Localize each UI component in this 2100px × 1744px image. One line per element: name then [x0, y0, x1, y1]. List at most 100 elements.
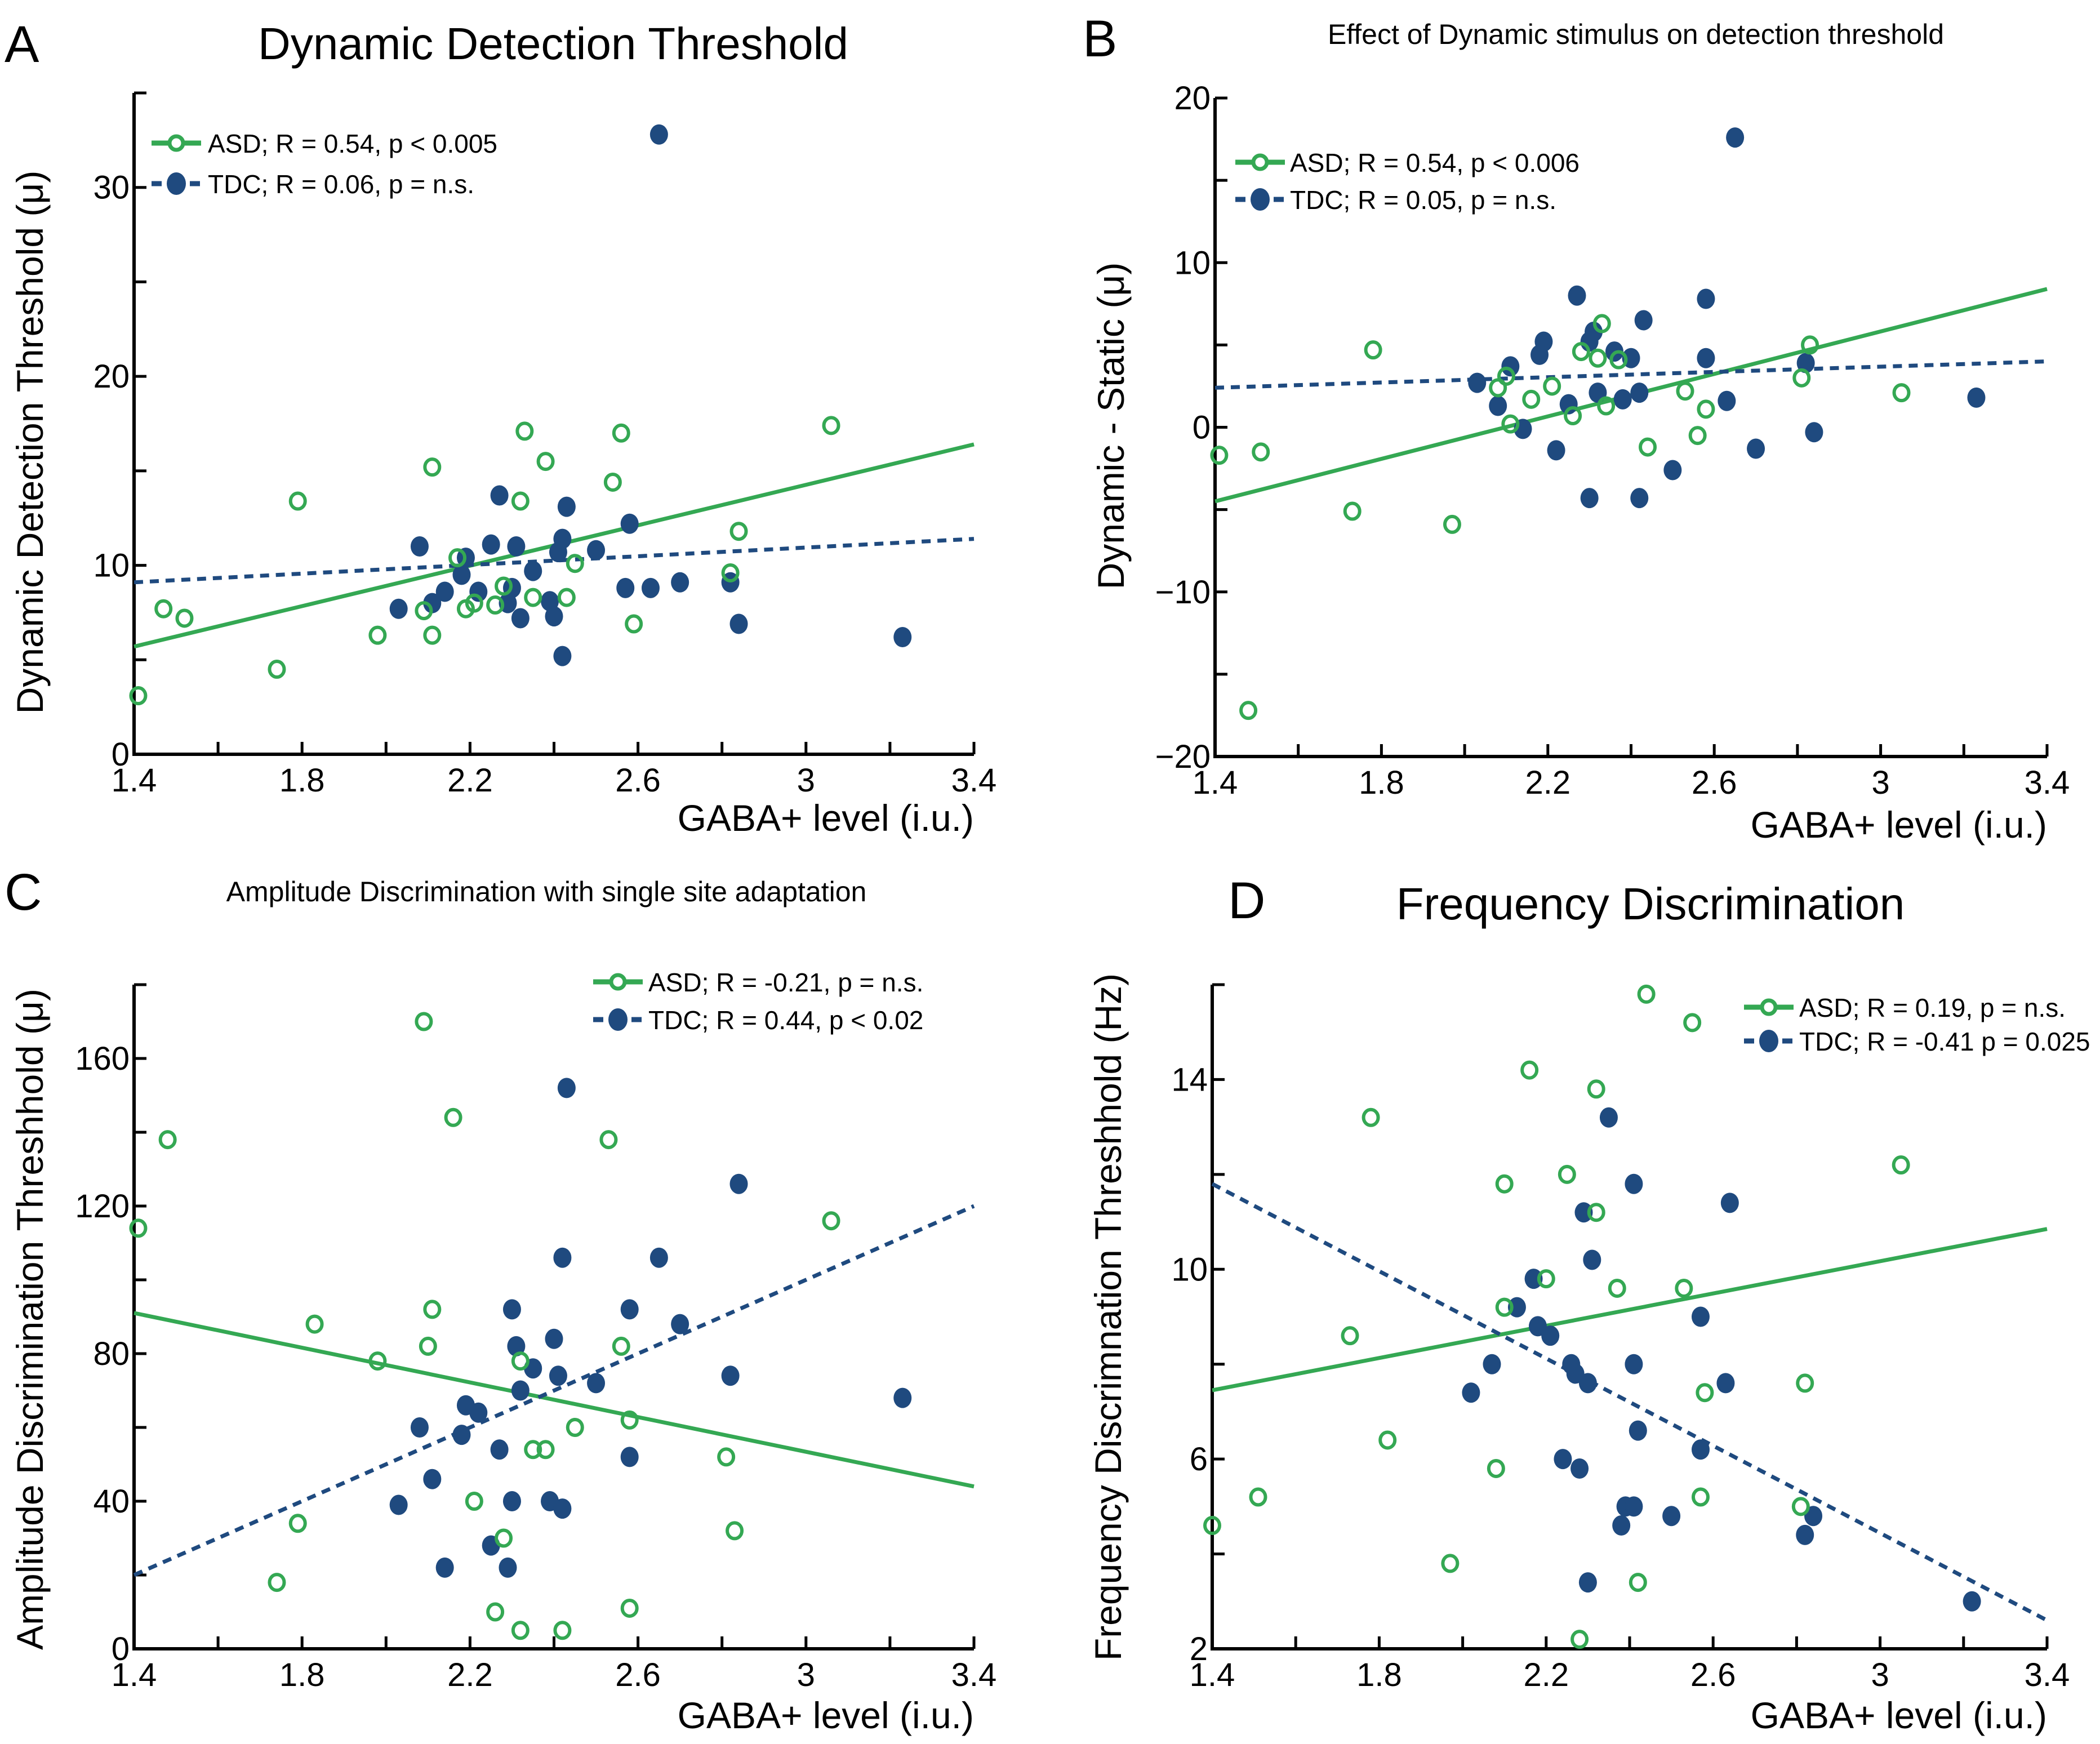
- tdc-point: [1629, 1420, 1647, 1441]
- y-tick-label: 0: [112, 736, 130, 773]
- tdc-point: [1805, 422, 1823, 443]
- tdc-point: [389, 1494, 408, 1515]
- panel-c-yticks: 0 40 80 120 160: [75, 1040, 146, 1667]
- panel-d: D Frequency Discrimination Frequency Dis…: [1087, 872, 2090, 1736]
- asd-point: [1495, 1174, 1514, 1194]
- tdc-point: [1716, 1373, 1735, 1394]
- panel-d-yticks: 2 6 10 14: [1171, 983, 1225, 1667]
- tdc-point: [1483, 1354, 1501, 1374]
- legend-tdc-label: TDC; R = 0.44, p < 0.02: [648, 1006, 923, 1035]
- asd-point: [1495, 1297, 1514, 1317]
- asd-point: [1892, 383, 1911, 403]
- x-tick-label: 3: [797, 1657, 815, 1693]
- y-tick-label: 10: [1171, 1251, 1208, 1288]
- tdc-point: [1501, 356, 1520, 377]
- asd-point: [495, 576, 513, 596]
- asd-point: [536, 1440, 555, 1460]
- asd-point: [423, 625, 442, 645]
- legend-tdc-marker-icon: [167, 172, 186, 195]
- tdc-point: [553, 1498, 572, 1519]
- x-tick-label: 2.2: [447, 762, 493, 799]
- panel-letter-a: A: [5, 16, 39, 73]
- tdc-point: [1625, 1496, 1643, 1517]
- y-tick-label: 40: [93, 1483, 130, 1520]
- tdc-point: [1462, 1382, 1480, 1403]
- asd-point: [1343, 501, 1362, 521]
- tdc-point: [1796, 353, 1815, 373]
- panel-d-title: Frequency Discrimination: [1396, 879, 1905, 929]
- legend-asd-marker-icon: [609, 973, 627, 991]
- legend-asd-label: ASD; R = 0.54, p < 0.006: [1290, 148, 1580, 177]
- tdc-point: [1489, 395, 1507, 416]
- tdc-point: [545, 606, 563, 627]
- y-tick-label: 10: [1174, 244, 1211, 281]
- legend-tdc-marker-icon: [1251, 188, 1270, 211]
- asd-point: [822, 1211, 840, 1231]
- asd-point: [1688, 426, 1707, 446]
- asd-point: [1522, 389, 1541, 409]
- tdc-point: [469, 1402, 488, 1423]
- asd-point: [1796, 1373, 1814, 1393]
- tdc-point: [511, 1380, 530, 1401]
- tdc-point: [499, 1557, 517, 1578]
- asd-point: [1608, 1278, 1626, 1298]
- asd-point: [1210, 446, 1229, 465]
- asd-point: [1497, 366, 1515, 386]
- asd-point: [268, 1573, 286, 1592]
- asd-point: [1587, 1203, 1605, 1222]
- asd-point: [717, 1447, 736, 1467]
- panel-c-ylabel: Amplitude Discrimination Threshhold (μ): [9, 989, 51, 1650]
- asd-point: [511, 1621, 530, 1640]
- panel-a-xlabel: GABA+ level (i.u.): [678, 797, 974, 839]
- tdc-point: [1963, 1591, 1981, 1612]
- x-tick-label: 3.4: [951, 1657, 997, 1693]
- asd-point: [1239, 701, 1258, 720]
- asd-point: [175, 608, 194, 628]
- y-tick-label: 0: [1193, 410, 1211, 446]
- asd-point: [268, 660, 286, 679]
- asd-point: [612, 423, 630, 443]
- tdc-point: [490, 1439, 509, 1460]
- x-tick-label: 3: [1871, 1657, 1889, 1693]
- legend-asd-label: ASD; R = -0.21, p = n.s.: [648, 968, 923, 997]
- asd-point: [721, 563, 740, 582]
- y-tick-label: 0: [112, 1631, 130, 1667]
- tdc-point: [1599, 1107, 1618, 1128]
- panel-b-legend: ASD; R = 0.54, p < 0.006 TDC; R = 0.05, …: [1235, 148, 1580, 215]
- asd-point: [495, 1528, 513, 1548]
- legend-asd-label: ASD; R = 0.19, p = n.s.: [1799, 993, 2066, 1022]
- panel-d-legend: ASD; R = 0.19, p = n.s. TDC; R = -0.41 p…: [1744, 993, 2090, 1056]
- panel-a: A Dynamic Detection Threshold Dynamic De…: [5, 16, 996, 839]
- tdc-point: [1547, 440, 1565, 461]
- asd-point: [524, 1440, 542, 1460]
- tdc-point: [1726, 127, 1745, 148]
- panel-letter-c: C: [5, 864, 42, 921]
- panel-d-ylabel: Frequency Discrimnation Threshhold (Hz): [1087, 973, 1129, 1661]
- asd-point: [1441, 1554, 1460, 1573]
- asd-point: [129, 686, 148, 706]
- panel-b-ylabel: Dynamic - Static (μ): [1090, 263, 1132, 590]
- tdc-point: [1570, 1458, 1589, 1479]
- asd-point: [599, 1130, 618, 1150]
- panel-a-points: [129, 124, 912, 706]
- asd-point: [486, 1602, 505, 1622]
- tdc-point: [671, 1314, 689, 1334]
- asd-point: [415, 1012, 433, 1031]
- x-tick-label: 2.6: [1692, 764, 1737, 801]
- tdc-point: [721, 1365, 740, 1386]
- tdc-point: [587, 1373, 606, 1394]
- panel-b-xticks: 1.4 1.8 2.2 2.6 3 3.4: [1193, 744, 2070, 801]
- tdc-point: [511, 608, 530, 629]
- tdc-point: [1747, 438, 1765, 459]
- y-tick-label: 14: [1171, 1061, 1208, 1098]
- asd-point: [1537, 1269, 1555, 1289]
- x-tick-label: 3.4: [2025, 764, 2070, 801]
- asd-point: [305, 1314, 324, 1334]
- x-tick-label: 1.4: [1193, 764, 1238, 801]
- tdc-point: [435, 581, 454, 602]
- tdc-point: [1663, 460, 1682, 481]
- y-tick-label: 20: [1174, 80, 1211, 117]
- tdc-point: [557, 496, 576, 517]
- asd-fit-line: [134, 1311, 975, 1489]
